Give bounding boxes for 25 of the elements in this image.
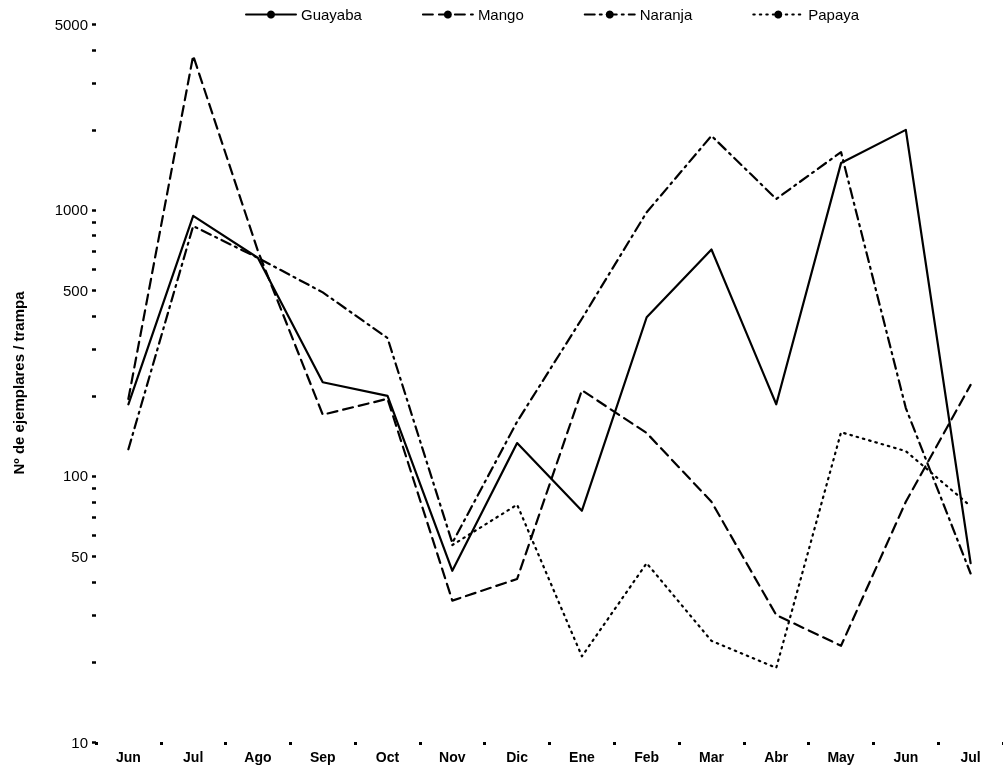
legend-label: Guayaba <box>301 6 363 23</box>
x-tick-label: Dic <box>506 749 529 765</box>
x-tick-label: May <box>827 749 855 765</box>
x-tick-label: Jun <box>115 749 141 765</box>
legend-label: Mango <box>477 6 524 23</box>
legend-label: Papaya <box>808 6 860 23</box>
x-tick-label: Nov <box>439 749 466 765</box>
x-tick-label: Sep <box>309 749 336 765</box>
y-axis-title: Nº de ejemplares / trampa <box>10 290 27 475</box>
y-tick-label: 50 <box>71 547 88 565</box>
x-tick-label: Abr <box>764 749 789 765</box>
x-tick-label: Ene <box>569 749 595 765</box>
x-tick-label: Mar <box>699 749 725 765</box>
y-tick-label: 100 <box>62 467 88 485</box>
x-tick-label: Jul <box>183 749 204 765</box>
x-tick-label: Jul <box>960 749 981 765</box>
y-tick-label: 500 <box>62 281 88 299</box>
y-tick-label: 5000 <box>54 15 88 33</box>
x-tick-label: Ago <box>244 749 272 765</box>
y-tick-label: 10 <box>71 733 88 751</box>
x-tick-label: Feb <box>634 749 660 765</box>
x-tick-label: Jun <box>893 749 919 765</box>
y-tick-label: 1000 <box>54 201 88 219</box>
x-tick-label: Oct <box>375 749 400 765</box>
legend-label: Naranja <box>639 6 693 23</box>
